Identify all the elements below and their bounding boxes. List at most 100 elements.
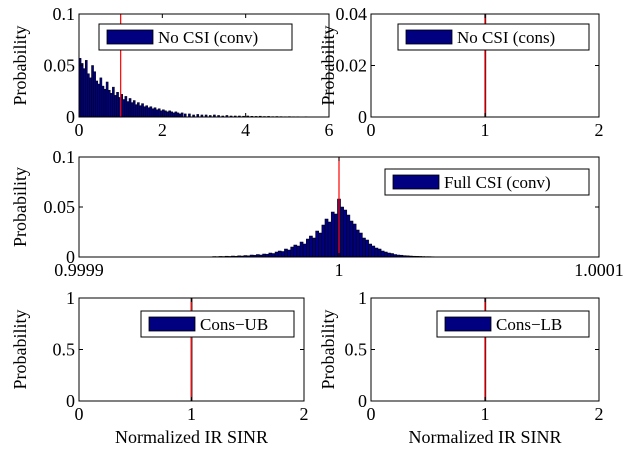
y-axis-label: Probability (10, 167, 30, 247)
histogram-bar (208, 115, 212, 117)
histogram-bar (233, 115, 237, 117)
histogram-bar (365, 239, 369, 257)
histogram-bar (274, 251, 279, 257)
histogram-bar (85, 60, 88, 117)
subplot-no-csi-conv: 0 2 4 6 0 0.05 0.1 Probability No CSI (conv) (10, 4, 334, 140)
x-tick-label: 1 (481, 120, 490, 140)
histogram-bar (387, 252, 391, 257)
histogram-bar (315, 230, 319, 257)
histogram-bar (296, 245, 301, 257)
histogram-bar (126, 101, 130, 117)
histogram-bar (114, 95, 117, 117)
histogram-bar (268, 252, 273, 257)
histogram-bar (176, 112, 180, 117)
histogram-bar (281, 251, 285, 257)
histogram-bar (153, 107, 157, 117)
histogram-bar (200, 114, 204, 117)
histogram-bar (229, 115, 233, 117)
histogram-bar (368, 243, 373, 257)
histogram-bar (309, 235, 313, 257)
histogram-bar (246, 115, 250, 117)
y-tick-label: 1 (358, 288, 367, 308)
histogram-bar (346, 214, 351, 257)
histogram-bar (180, 112, 184, 117)
histogram-bar (124, 96, 128, 117)
y-tick-label: 0.02 (336, 56, 368, 76)
histogram-bar (217, 115, 220, 117)
subplot-full-csi-conv: 0.9999 1 1.0001 0 0.05 0.1 Probability Full CSI… (10, 147, 624, 280)
histogram-bar (149, 106, 153, 117)
histogram-bar (221, 115, 225, 117)
histogram-bar (330, 211, 335, 257)
y-tick-label: 0.05 (44, 56, 76, 76)
histogram-bar (359, 232, 363, 257)
histogram-bar (87, 73, 90, 117)
histogram-bar (132, 100, 136, 117)
histogram-bar (213, 114, 216, 117)
x-tick-label: 2 (595, 120, 604, 140)
histogram-bar (305, 238, 310, 257)
histogram-bar (164, 110, 167, 117)
y-tick-label: 0 (66, 391, 75, 411)
histogram-bar (151, 108, 155, 117)
histogram-bar (321, 224, 326, 257)
y-tick-label: 0.04 (336, 4, 368, 24)
histogram-bar (107, 89, 111, 117)
histogram-bar (352, 223, 357, 257)
histogram-bar (82, 68, 86, 117)
y-tick-label: 0.1 (53, 147, 76, 167)
histogram-bar (343, 209, 348, 257)
y-tick-label: 0 (358, 107, 367, 127)
x-tick-label: 1.0001 (574, 260, 624, 280)
histogram-bar (116, 92, 119, 117)
histogram-bar (277, 250, 282, 257)
histogram-bar (168, 110, 171, 117)
histogram-bar (122, 99, 126, 117)
histogram-bar (166, 111, 169, 117)
y-tick-label: 0 (66, 247, 75, 267)
histogram-bar (293, 244, 298, 257)
y-axis-label: Probability (318, 310, 338, 390)
histogram-bar (355, 229, 360, 257)
x-tick-label: 6 (325, 120, 334, 140)
x-tick-label: 1 (481, 404, 490, 424)
legend-swatch (444, 316, 492, 332)
x-axis-label: Normalized IR SINR (115, 427, 268, 447)
histogram-bar (101, 85, 105, 117)
histogram-bar (174, 111, 178, 117)
histogram-bar (287, 249, 291, 257)
histogram-bar (327, 221, 332, 257)
histogram-bar (312, 237, 316, 257)
histogram-bar (91, 65, 94, 117)
histogram-bar (183, 113, 187, 117)
histogram-bar (93, 71, 96, 117)
histogram-bar (196, 114, 200, 117)
histogram-bar (225, 115, 229, 117)
histogram-bar (135, 104, 138, 117)
x-tick-label: 2 (300, 404, 309, 424)
histogram-bar (80, 63, 84, 117)
legend: Full CSI (conv) (384, 168, 590, 196)
histogram-bar (130, 102, 134, 117)
legend-label: Full CSI (conv) (444, 173, 551, 192)
histogram-bar (137, 102, 140, 117)
subplot-cons-lb: 0 1 2 0 0.5 1 Probability Normalized IR SINR Con… (318, 288, 604, 447)
histogram-bar (374, 247, 379, 257)
legend-label: Cons−LB (496, 315, 562, 334)
legend-label: No CSI (conv) (158, 28, 258, 47)
legend: Cons−LB (436, 310, 590, 338)
histogram-bar (99, 77, 103, 117)
y-axis-label: Probability (318, 26, 338, 106)
histogram-bar (334, 213, 338, 257)
histogram-bar (103, 88, 107, 117)
histogram-bar (145, 105, 149, 117)
x-tick-label: 0 (75, 120, 84, 140)
histogram-bar (383, 251, 388, 257)
histogram-bar (340, 206, 344, 257)
legend-label: Cons−UB (200, 315, 268, 334)
bar-series (212, 198, 435, 257)
x-axis-label: Normalized IR SINR (409, 427, 562, 447)
y-tick-label: 0 (66, 107, 75, 127)
histogram-bar (362, 237, 366, 257)
x-tick-label: 1 (187, 404, 196, 424)
